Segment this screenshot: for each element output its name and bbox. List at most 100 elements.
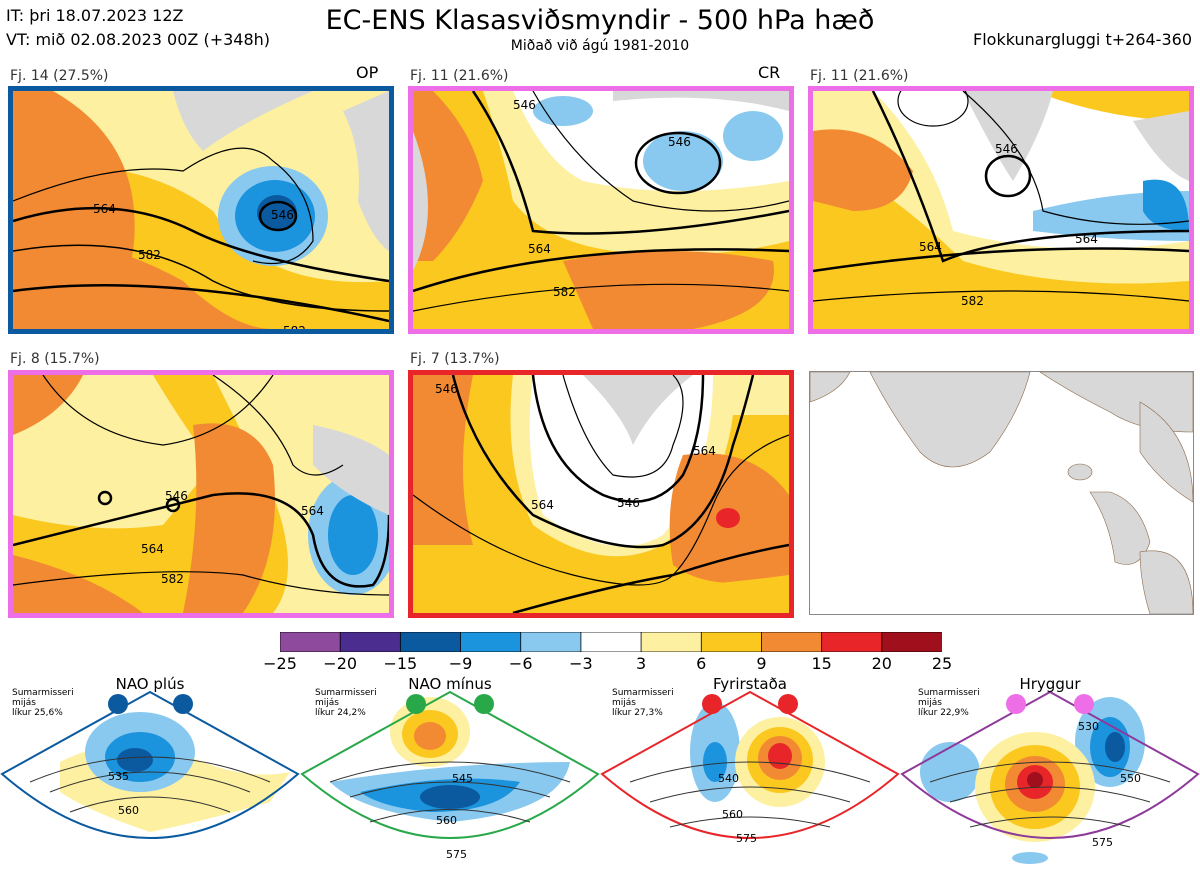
season-label: Sumarmisseri xyxy=(315,688,377,698)
method-label: mijás xyxy=(315,698,339,708)
regime-title: Hryggur xyxy=(1019,675,1081,693)
contour-label: 564 xyxy=(93,202,116,216)
probability-label: líkur 27,3% xyxy=(612,708,663,718)
regime-dot xyxy=(173,694,193,714)
colorbar xyxy=(279,631,943,653)
regime-dot xyxy=(1074,694,1094,714)
contour-label: 582 xyxy=(961,294,984,308)
colorbar-swatch xyxy=(761,631,823,653)
contour-label: 564 xyxy=(301,504,324,518)
panel-5-label: Fj. 7 (13.7%) xyxy=(410,351,500,367)
regime-note: Sumarmisseri mijás líkur 24,2% xyxy=(315,688,377,718)
panel-1-label: Fj. 14 (27.5%) xyxy=(10,68,109,84)
contour-label: 575 xyxy=(1092,836,1113,849)
regime-ridge: 530 550 575 xyxy=(900,672,1200,871)
regime-dot xyxy=(778,694,798,714)
header-info: IT: þri 18.07.2023 12Z VT: mið 02.08.202… xyxy=(6,4,270,52)
regime-nao-minus: 545 560 575 xyxy=(300,672,600,871)
season-label: Sumarmisseri xyxy=(612,688,674,698)
colorbar-swatch xyxy=(700,631,763,653)
contour-label: 535 xyxy=(108,770,129,783)
page-subtitle: Miðað við ágú 1981-2010 xyxy=(510,38,690,54)
colorbar-tick-label: −20 xyxy=(323,654,358,673)
regime-dot xyxy=(108,694,128,714)
contour-label: 575 xyxy=(446,848,467,861)
regime-note: Sumarmisseri mijás líkur 22,9% xyxy=(918,688,980,718)
contour-label: 575 xyxy=(736,832,757,845)
panel-2-tag: CR xyxy=(758,63,781,82)
colorbar-swatch xyxy=(460,631,522,653)
base-map xyxy=(809,371,1194,615)
contour-label: 582 xyxy=(553,285,576,299)
cluster-map-4: 546 564 582 564 xyxy=(8,370,394,618)
contour-label: 546 xyxy=(617,496,640,510)
panel-3-label: Fj. 11 (21.6%) xyxy=(810,68,909,84)
probability-label: líkur 22,9% xyxy=(918,708,969,718)
regime-dot xyxy=(474,694,494,714)
colorbar-swatch xyxy=(399,631,462,653)
initial-time: IT: þri 18.07.2023 12Z xyxy=(6,6,184,25)
panel-2-label: Fj. 11 (21.6%) xyxy=(410,68,509,84)
contour-label: 564 xyxy=(528,242,551,256)
contour-label: 546 xyxy=(435,382,458,396)
contour-label: 564 xyxy=(141,542,164,556)
cluster-map-1: 564 546 582 582 xyxy=(8,86,394,334)
colorbar-swatch xyxy=(279,631,342,653)
colorbar-tick-label: 9 xyxy=(756,654,767,673)
method-label: mijás xyxy=(12,698,36,708)
colorbar-tick-label: −9 xyxy=(448,654,473,673)
regime-dot xyxy=(1006,694,1026,714)
regime-note: Sumarmisseri mijás líkur 27,3% xyxy=(612,688,674,718)
contour-label: 564 xyxy=(693,444,716,458)
panel-4-label: Fj. 8 (15.7%) xyxy=(10,351,100,367)
regime-blocking: 540 560 575 xyxy=(600,672,900,871)
colorbar-swatch xyxy=(881,631,943,653)
colorbar-tick-label: −3 xyxy=(569,654,593,673)
regime-dot xyxy=(702,694,722,714)
contour-label: 582 xyxy=(138,248,161,262)
contour-label: 564 xyxy=(1075,232,1098,246)
panel-1-tag: OP xyxy=(356,63,379,82)
cluster-map-2: 546 564 582 546 xyxy=(408,86,794,334)
colorbar-swatch xyxy=(339,631,402,653)
regime-nao-plus: 535 560 xyxy=(0,672,300,871)
colorbar-swatch xyxy=(580,631,642,653)
contour-label: 564 xyxy=(919,240,942,254)
contour-label: 582 xyxy=(161,572,184,586)
contour-label: 546 xyxy=(995,142,1018,156)
method-label: mijás xyxy=(918,698,942,708)
regime-dot xyxy=(406,694,426,714)
contour-label: 550 xyxy=(1120,772,1141,785)
contour-label: 546 xyxy=(668,135,691,149)
colorbar-tick-label: 6 xyxy=(696,654,707,673)
contour-label: 545 xyxy=(452,772,473,785)
window-label: Flokkunargluggi t+264-360 xyxy=(973,30,1192,49)
contour-label: 564 xyxy=(531,498,554,512)
page-title: EC-ENS Klasasviðsmyndir - 500 hPa hæð xyxy=(325,5,875,36)
regime-title: NAO plús xyxy=(115,675,185,693)
colorbar-tick-label: 20 xyxy=(871,654,892,673)
colorbar-tick-label: 3 xyxy=(635,654,647,673)
contour-label: 546 xyxy=(271,208,294,222)
regime-title: Fyrirstaða xyxy=(713,675,787,693)
valid-time: VT: mið 02.08.2023 00Z (+348h) xyxy=(6,30,271,49)
contour-label: 560 xyxy=(722,808,743,821)
colorbar-swatch xyxy=(520,631,582,653)
cluster-map-5: 546 564 546 564 xyxy=(408,370,794,618)
contour-label: 546 xyxy=(165,489,188,503)
contour-label: 540 xyxy=(718,772,739,785)
contour-label: 530 xyxy=(1078,720,1099,733)
regime-title: NAO mínus xyxy=(408,675,492,693)
contour-label: 560 xyxy=(436,814,457,827)
colorbar-swatch xyxy=(640,631,703,653)
cluster-map-3: 546 564 582 564 xyxy=(808,86,1194,334)
colorbar-tick-label: −15 xyxy=(383,654,418,673)
contour-label: 582 xyxy=(283,324,306,329)
regime-note: Sumarmisseri mijás líkur 25,6% xyxy=(12,688,74,718)
colorbar-tick-label: 25 xyxy=(931,654,953,673)
contour-label: 546 xyxy=(513,98,536,112)
probability-label: líkur 24,2% xyxy=(315,708,366,718)
season-label: Sumarmisseri xyxy=(12,688,74,698)
colorbar-swatch xyxy=(821,631,883,653)
probability-label: líkur 25,6% xyxy=(12,708,63,718)
